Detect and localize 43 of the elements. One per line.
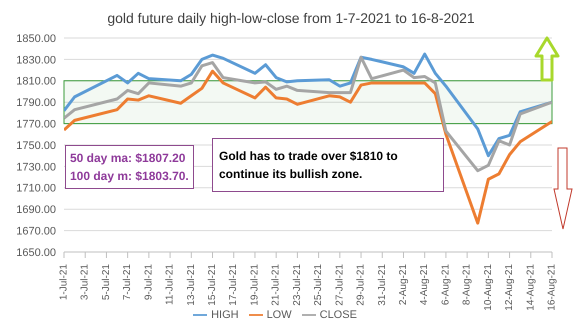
x-tick-label: 27-Jul-21: [334, 264, 346, 306]
legend-label: HIGH: [211, 308, 239, 321]
legend-label: CLOSE: [320, 308, 357, 321]
x-tick-label: 1-Jul-21: [58, 264, 70, 300]
x-tick-label: 5-Jul-21: [100, 264, 112, 300]
y-tick-label: 1690.00: [16, 204, 56, 216]
x-tick-label: 16-Aug-21: [546, 264, 558, 311]
y-tick-label: 1770.00: [16, 118, 56, 131]
x-tick-label: 23-Jul-21: [292, 264, 303, 306]
note-box: Gold has to trade over $1810 to continue its bullish zone.: [212, 138, 444, 192]
x-tick-label: 14-Aug-21: [525, 264, 536, 311]
x-tick-label: 17-Jul-21: [228, 264, 240, 306]
x-tick-label: 13-Jul-21: [186, 264, 197, 306]
x-tick-label: 10-Aug-21: [482, 264, 494, 311]
y-tick-label: 1730.00: [16, 161, 56, 174]
x-tick-label: 7-Jul-21: [122, 264, 134, 300]
annotation: Gold has to trade over $1810 to continue its bullish zone.: [219, 148, 399, 183]
y-tick-label: 1790.00: [16, 97, 56, 110]
x-tick-label: 25-Jul-21: [313, 264, 324, 306]
line-series: [64, 70, 552, 225]
x-tick-label: 4-Aug-21: [419, 264, 430, 306]
x-tick-label: 6-Aug-21: [440, 264, 452, 306]
chart-title: gold future daily high-low-close from 1-7-2021 to 16-8-2021: [106, 9, 476, 28]
x-tick-label: 15-Jul-21: [207, 264, 218, 306]
legend-label: LOW: [266, 308, 292, 321]
y-tick-label: 1850.00: [16, 32, 56, 45]
x-tick-label: 9-Jul-21: [143, 264, 154, 300]
y-tick-label: 1830.00: [16, 54, 56, 66]
y-tick-label: 1670.00: [16, 226, 56, 238]
x-tick-label: 31-Jul-21: [376, 264, 388, 306]
y-tick-label: 1810.00: [16, 76, 56, 88]
y-tick-label: 1650.00: [16, 246, 56, 259]
x-tick-label: 19-Jul-21: [249, 264, 260, 306]
note-box: 50 day ma: $1807.20 100 day m: $1803.70.: [65, 145, 194, 189]
x-tick-label: 11-Jul-21: [164, 264, 176, 305]
y-tick-label: 1750.00: [16, 140, 56, 152]
x-tick-label: 29-Jul-21: [356, 264, 367, 306]
x-tick-label: 12-Aug-21: [504, 264, 516, 311]
x-tick-label: 3-Jul-21: [80, 264, 91, 300]
x-tick-label: 2-Aug-21: [398, 264, 409, 306]
y-tick-label: 1710.00: [16, 182, 56, 195]
x-tick-label: 8-Aug-21: [462, 264, 473, 306]
x-tick-label: 21-Jul-21: [270, 264, 282, 306]
